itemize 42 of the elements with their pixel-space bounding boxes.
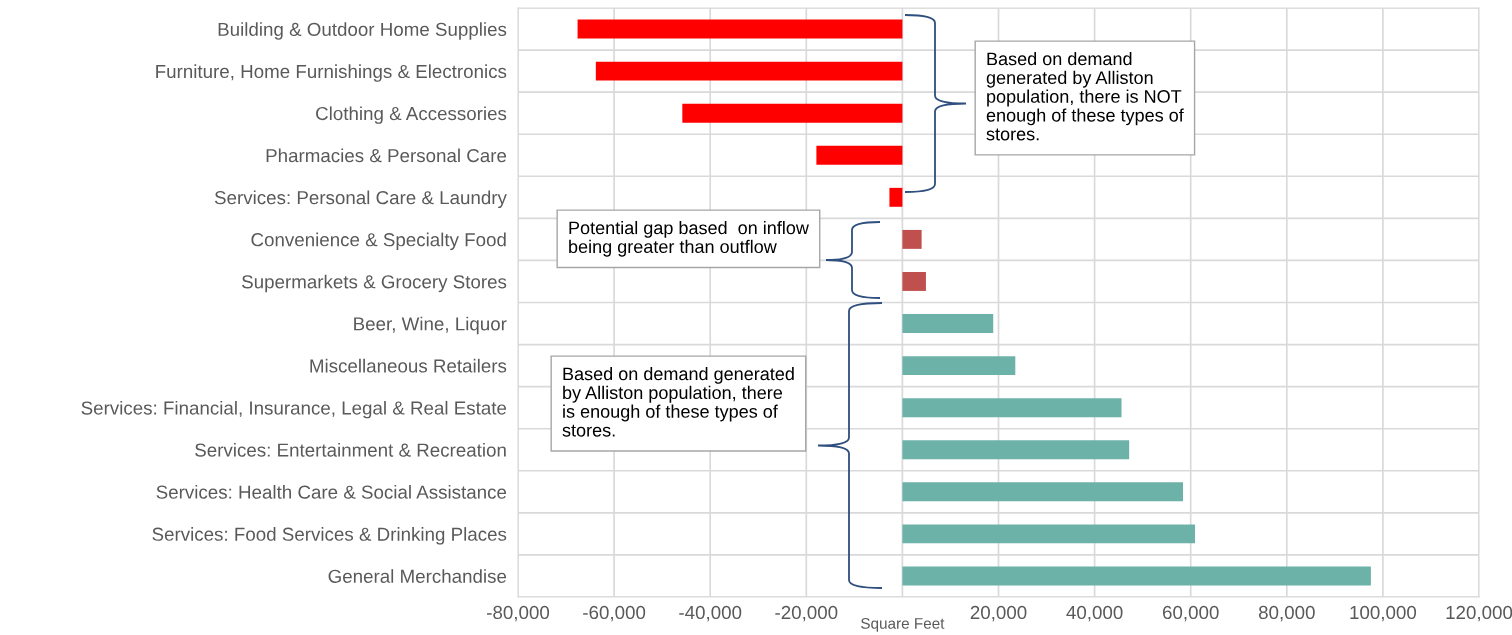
bar bbox=[682, 103, 903, 123]
x-tick-label: 80,000 bbox=[1258, 605, 1315, 622]
y-tick-label: Pharmacies & Personal Care bbox=[266, 148, 507, 163]
y-tick-label: Beer, Wine, Liquor bbox=[354, 316, 507, 335]
bar bbox=[902, 566, 1371, 586]
bar bbox=[902, 229, 922, 249]
annotation: Potential gap based on inflow being greater than outflow bbox=[569, 221, 809, 257]
y-tick-label: Miscellaneous Retailers bbox=[310, 358, 507, 373]
y-tick-label: Services: Personal Care & Laundry bbox=[214, 190, 507, 209]
y-tick-label: Building & Outdoor Home Supplies bbox=[218, 22, 507, 40]
annotation: Based on demand generated by Alliston population, there is enough of these types of stores. bbox=[562, 367, 794, 437]
y-tick-label: Services: Food Services & Drinking Places bbox=[152, 527, 507, 545]
x-tick-label: 20,000 bbox=[970, 605, 1027, 622]
y-tick-label: Supermarkets & Grocery Stores bbox=[242, 274, 507, 293]
bar bbox=[889, 187, 903, 207]
bar bbox=[595, 61, 903, 81]
bar bbox=[902, 524, 1196, 544]
bar bbox=[902, 272, 926, 291]
bar bbox=[902, 482, 1184, 502]
x-tick-label: 60,000 bbox=[1162, 605, 1219, 622]
y-tick-label: Services: Entertainment & Recreation bbox=[195, 442, 506, 457]
y-tick-label: General Merchandise bbox=[328, 569, 507, 583]
x-tick-label: -60,000 bbox=[583, 605, 646, 622]
bar bbox=[902, 356, 1016, 376]
x-tick-label: 100,000 bbox=[1350, 605, 1417, 622]
annotation: Based on demand generated by Alliston population, there is NOT enough of these types of stores. bbox=[986, 52, 1184, 141]
bar bbox=[902, 398, 1122, 418]
x-tick-label: -20,000 bbox=[775, 605, 838, 622]
y-tick-label: Convenience & Specialty Food bbox=[251, 232, 506, 251]
x-tick-label: 120,000 bbox=[1446, 605, 1512, 622]
bar bbox=[816, 145, 903, 165]
x-axis-title: Square Feet bbox=[861, 618, 945, 632]
bar bbox=[902, 440, 1130, 460]
bar bbox=[577, 19, 903, 39]
x-tick-label: -80,000 bbox=[487, 605, 550, 622]
bar bbox=[902, 314, 994, 333]
y-tick-label: Furniture, Home Furnishings & Electronics bbox=[156, 64, 507, 82]
y-tick-label: Clothing & Accessories bbox=[316, 106, 507, 124]
x-tick-label: -40,000 bbox=[679, 605, 742, 622]
y-tick-label: Services: Financial, Insurance, Legal & Real Estate bbox=[81, 400, 507, 419]
x-tick-label: 40,000 bbox=[1066, 605, 1123, 622]
y-tick-label: Services: Health Care & Social Assistance bbox=[156, 485, 507, 499]
